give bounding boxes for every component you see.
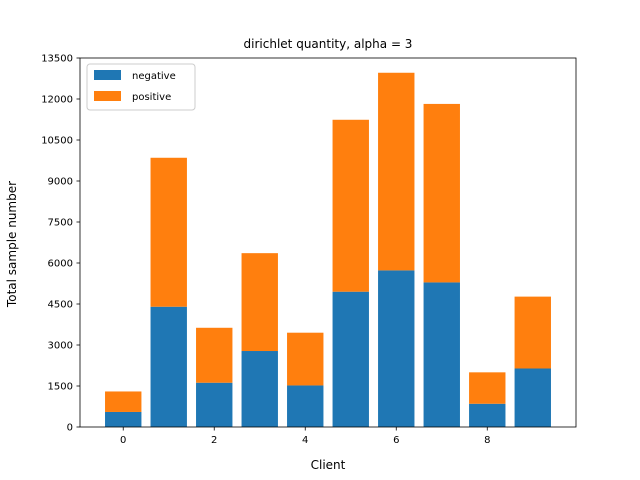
y-tick-label: 4500 — [48, 300, 73, 311]
plot-frame — [79, 57, 577, 428]
x-axis-label: Client — [311, 458, 346, 472]
bar-positive-client-8 — [469, 372, 506, 404]
x-tick-label: 8 — [484, 435, 490, 446]
bar-negative-client-7 — [423, 282, 460, 427]
x-tick-label: 0 — [120, 435, 126, 446]
legend-swatch-positive — [94, 91, 121, 101]
bar-positive-client-3 — [241, 253, 278, 352]
bar-negative-client-0 — [105, 411, 142, 427]
bar-positive-client-4 — [287, 332, 324, 386]
bars-group — [105, 72, 551, 427]
bar-negative-client-5 — [332, 291, 369, 427]
bar-positive-client-2 — [196, 327, 233, 383]
bar-negative-client-4 — [287, 385, 324, 427]
bar-positive-client-0 — [105, 391, 142, 412]
bar-negative-client-1 — [150, 306, 187, 427]
axes-group: 0 1500 3000 4500 6000 7500 9000 10500 12000 13500… — [41, 54, 577, 446]
y-tick-label: 10500 — [41, 136, 73, 147]
y-tick-label: 12000 — [41, 95, 73, 106]
legend-swatch-negative — [94, 70, 121, 80]
bar-positive-client-5 — [332, 119, 369, 292]
bar-negative-client-9 — [514, 368, 551, 427]
y-tick-label: 7500 — [48, 218, 73, 229]
x-tick-label: 2 — [211, 435, 217, 446]
bar-positive-client-7 — [423, 103, 460, 283]
bar-negative-client-3 — [241, 351, 278, 427]
y-tick-label: 13500 — [41, 54, 73, 65]
legend: negative positive — [86, 63, 196, 111]
y-axis-label: Total sample number — [5, 181, 19, 308]
y-tick-label: 0 — [67, 423, 73, 434]
chart-title: dirichlet quantity, alpha = 3 — [244, 37, 413, 51]
bar-negative-client-8 — [469, 403, 506, 427]
bar-negative-client-6 — [378, 270, 415, 427]
legend-label-negative: negative — [132, 71, 176, 82]
y-tick-label: 1500 — [48, 382, 73, 393]
x-tick-label: 6 — [393, 435, 399, 446]
y-tick-label: 6000 — [48, 259, 73, 270]
legend-label-positive: positive — [132, 92, 171, 103]
y-tick-label: 9000 — [48, 177, 73, 188]
bar-positive-client-9 — [514, 296, 551, 369]
bar-positive-client-6 — [378, 72, 415, 271]
x-tick-label: 4 — [302, 435, 308, 446]
bar-positive-client-1 — [150, 157, 187, 307]
y-tick-label: 3000 — [48, 341, 73, 352]
bar-negative-client-2 — [196, 382, 233, 427]
